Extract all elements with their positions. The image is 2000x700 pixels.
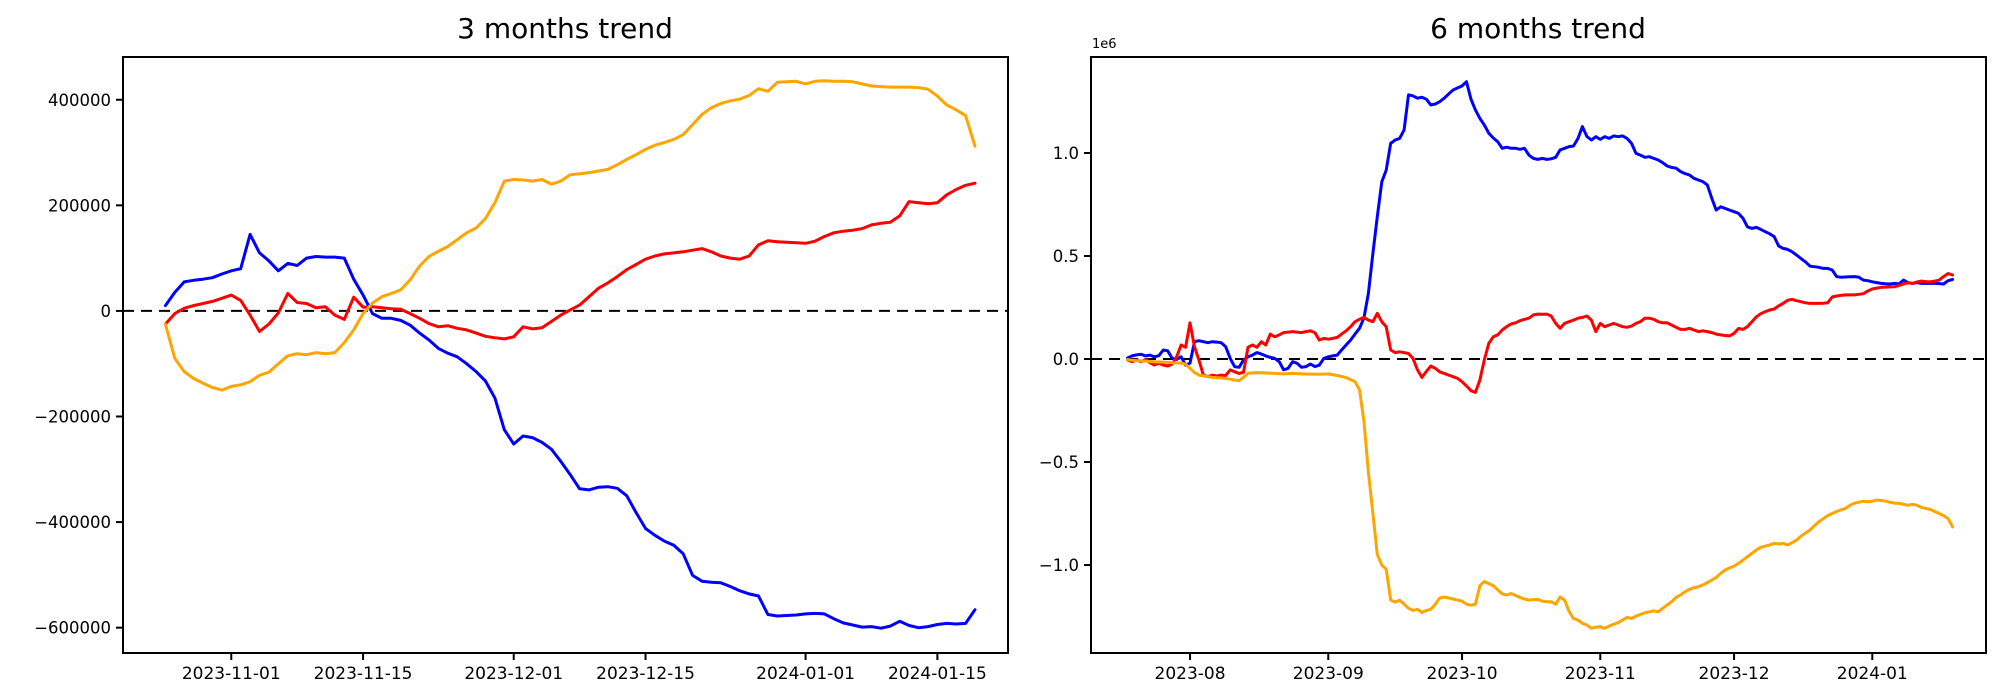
chart-3-months-trend: 3 months trend 2023-11-01 2023-11-15 2023-… bbox=[34, 12, 1009, 684]
y-tick-label: −1.0 bbox=[1039, 556, 1079, 575]
x-tick-label: 2023-12-01 bbox=[464, 664, 563, 684]
y-tick-label: 0.5 bbox=[1053, 247, 1079, 266]
y-tick-label: 1.0 bbox=[1053, 144, 1079, 163]
y-tick-label: −0.5 bbox=[1039, 453, 1079, 472]
y-tick-label: 400000 bbox=[48, 91, 111, 110]
series-line-red bbox=[163, 181, 977, 341]
series-line-orange bbox=[163, 79, 977, 392]
plot-frame bbox=[1090, 56, 1987, 654]
y-tick-label: −200000 bbox=[34, 408, 111, 427]
chart-6-months-trend: 6 months trend 1e6 2023-08 2023-09 2023-10… bbox=[1039, 12, 1987, 684]
y-tick-label: 0 bbox=[101, 302, 112, 321]
x-tick-label: 2023-11-01 bbox=[182, 664, 281, 684]
x-tick-label: 2023-11-15 bbox=[314, 664, 413, 684]
y-tick-label: 200000 bbox=[48, 196, 111, 215]
series-line-orange bbox=[1126, 358, 1955, 630]
y-axis-offset-label: 1e6 bbox=[1092, 37, 1117, 52]
x-tick-label: 2024-01-15 bbox=[888, 664, 987, 684]
plot-area-6-months: 2023-08 2023-09 2023-10 2023-11 2023-12 2024-… bbox=[1039, 56, 1987, 684]
x-tick-label: 2024-01 bbox=[1837, 664, 1908, 684]
x-tick-label: 2023-12-15 bbox=[596, 664, 695, 684]
series-line-blue bbox=[1126, 80, 1955, 372]
x-tick-label: 2024-01-01 bbox=[756, 664, 855, 684]
x-tick-label: 2023-10 bbox=[1427, 664, 1498, 684]
x-tick-label: 2023-09 bbox=[1293, 664, 1364, 684]
plot-area-3-months: 2023-11-01 2023-11-15 2023-12-01 2023-12-15… bbox=[34, 56, 1009, 684]
x-tick-label: 2023-08 bbox=[1155, 664, 1226, 684]
chart-title-6-months: 6 months trend bbox=[1430, 12, 1646, 45]
y-tick-label: 0.0 bbox=[1053, 350, 1079, 369]
chart-title-3-months: 3 months trend bbox=[457, 12, 673, 45]
y-tick-label: −600000 bbox=[34, 619, 111, 638]
series-line-blue bbox=[163, 232, 977, 630]
y-tick-label: −400000 bbox=[34, 513, 111, 532]
series-line-red bbox=[1126, 272, 1955, 394]
x-tick-label: 2023-12 bbox=[1699, 664, 1770, 684]
plot-frame bbox=[122, 56, 1009, 654]
x-tick-label: 2023-11 bbox=[1565, 664, 1636, 684]
